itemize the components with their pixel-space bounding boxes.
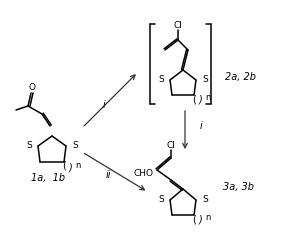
Text: S: S [72,141,78,150]
Text: i: i [200,121,202,131]
Text: n: n [205,94,210,102]
Text: S: S [26,141,32,150]
Text: 3a, 3b: 3a, 3b [223,182,254,192]
Text: (: ( [62,161,66,171]
Text: ): ) [199,215,203,225]
Text: n: n [205,214,210,223]
Text: (: ( [192,214,196,224]
Text: ): ) [199,95,203,105]
Text: 2a, 2b: 2a, 2b [225,72,256,82]
Text: CHO: CHO [134,169,154,178]
Text: 1a,  1b: 1a, 1b [31,173,65,183]
Text: Cl: Cl [166,141,176,150]
Text: S: S [158,76,164,85]
Text: Cl: Cl [174,20,182,29]
Text: O: O [28,82,36,91]
Text: S: S [202,196,208,205]
Text: (: ( [192,94,196,104]
Text: ii: ii [105,170,111,180]
Text: S: S [202,76,208,85]
Text: n: n [75,160,80,169]
Text: i: i [103,100,105,110]
Text: S: S [158,196,164,205]
Text: ): ) [69,162,73,172]
